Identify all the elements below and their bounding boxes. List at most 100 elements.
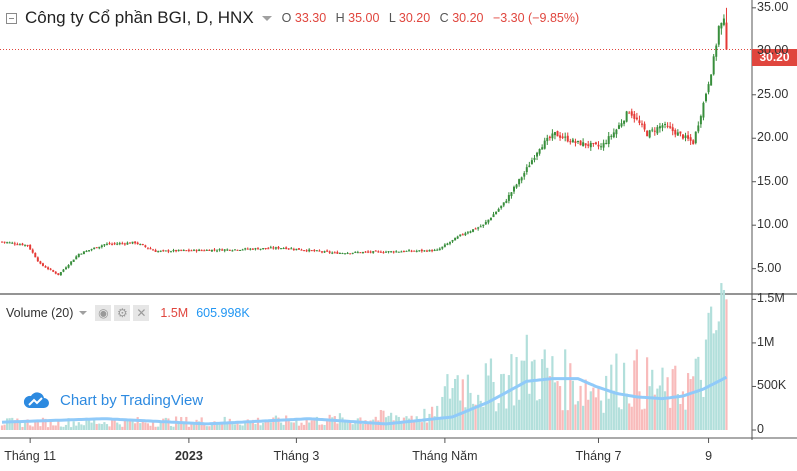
volume-bar: [579, 385, 582, 430]
candle-up: [177, 249, 180, 252]
volume-bar: [100, 424, 103, 430]
candle-down: [134, 241, 137, 244]
volume-bar: [203, 423, 206, 430]
candle-up: [466, 232, 469, 234]
volume-bar: [441, 396, 444, 430]
candle-down: [31, 249, 34, 253]
volume-bar: [538, 399, 541, 430]
candle-up: [602, 142, 605, 148]
volume-ma-line: [1, 375, 728, 426]
gear-icon[interactable]: ⚙: [114, 305, 131, 321]
volume-bar: [620, 409, 623, 430]
candle-up: [182, 250, 185, 252]
candle-up: [605, 143, 608, 145]
volume-bar: [551, 356, 554, 430]
volume-bar: [676, 394, 679, 430]
candle-up: [722, 18, 725, 25]
candle-up: [472, 229, 475, 232]
volume-bar: [694, 358, 697, 430]
candle-up: [397, 251, 400, 253]
candle-up: [405, 250, 408, 252]
candle-down: [587, 144, 590, 146]
candle-down: [44, 266, 47, 268]
candle-down: [221, 249, 224, 251]
candle-down: [681, 134, 684, 139]
volume-bar: [533, 359, 536, 430]
volume-bar: [256, 417, 260, 430]
volume-bar: [6, 418, 9, 430]
volume-title[interactable]: Volume (20): [6, 306, 74, 320]
volume-bar: [413, 420, 416, 430]
volume-bar: [576, 401, 580, 430]
volume-bar: [244, 421, 247, 430]
candle-down: [328, 251, 331, 253]
volume-bar: [717, 321, 720, 430]
candle-down: [725, 22, 728, 50]
time-tick-label: Tháng 3: [273, 449, 320, 463]
volume-bar: [108, 426, 111, 430]
candle-down: [162, 250, 165, 252]
candle-up: [507, 195, 510, 201]
candle-down: [287, 248, 290, 250]
volume-bar: [3, 424, 6, 430]
volume-bar: [190, 422, 193, 430]
candle-up: [564, 136, 567, 138]
candle-up: [489, 217, 492, 220]
volume-bar: [144, 422, 147, 430]
volume-bar: [300, 422, 303, 430]
candle-up: [607, 136, 610, 145]
candle-down: [57, 273, 60, 276]
candle-up: [648, 130, 651, 138]
volume-bar: [349, 420, 352, 430]
candle-up: [239, 249, 242, 251]
candle-up: [451, 239, 454, 242]
price-tick-label: 10.00: [757, 217, 789, 232]
candle-up: [290, 248, 293, 250]
candle-down: [264, 247, 267, 249]
candle-down: [643, 123, 646, 130]
close-icon[interactable]: ✕: [133, 305, 150, 321]
candle-down: [108, 243, 111, 245]
volume-bar: [520, 360, 523, 430]
volume-bar: [259, 425, 262, 430]
collapse-icon[interactable]: [6, 12, 17, 24]
volume-tick-label: 1.5M: [757, 291, 785, 306]
candle-up: [70, 261, 73, 265]
volume-bar: [292, 422, 295, 430]
candle-down: [175, 249, 178, 252]
eye-icon[interactable]: ◉: [95, 305, 112, 321]
low-label: L: [388, 11, 396, 25]
candle-up: [536, 152, 539, 157]
price-tick-label: 35.00: [757, 0, 789, 14]
candle-down: [569, 141, 572, 143]
time-tick-label: 2023: [174, 449, 203, 463]
volume-bar: [57, 419, 60, 430]
volume-bar: [564, 349, 567, 430]
volume-bar: [54, 425, 57, 430]
volume-bar: [8, 418, 11, 430]
chevron-down-icon[interactable]: [261, 15, 272, 21]
volume-bar: [213, 421, 216, 430]
candle-down: [36, 257, 39, 262]
candle-up: [8, 242, 11, 244]
candle-down: [180, 249, 183, 251]
volume-bar: [295, 419, 298, 430]
candle-up: [464, 233, 467, 236]
candle-up: [98, 246, 101, 249]
volume-bar: [689, 379, 692, 430]
tradingview-brand[interactable]: Chart by TradingView: [22, 390, 203, 410]
candle-down: [190, 250, 193, 252]
chevron-down-icon[interactable]: [79, 311, 88, 315]
candle-up: [100, 245, 103, 248]
volume-bar: [502, 373, 505, 430]
candle-up: [617, 125, 620, 129]
symbol-title[interactable]: Công ty Cổ phần BGI, D, HNX: [25, 8, 254, 27]
candle-up: [6, 242, 9, 244]
volume-bar: [599, 400, 603, 430]
volume-bar: [116, 422, 119, 430]
candle-up: [241, 249, 244, 251]
volume-bar: [492, 381, 495, 430]
candle-up: [571, 139, 574, 143]
